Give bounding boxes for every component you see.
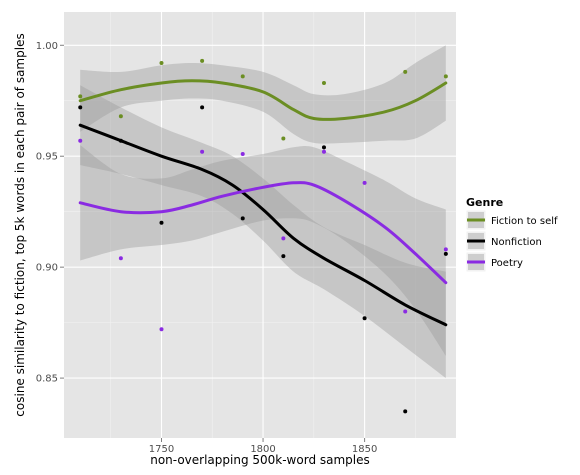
point-fiction-to-self (118, 114, 123, 119)
point-poetry (281, 236, 286, 241)
legend-label-nonfiction: Nonfiction (491, 237, 542, 248)
point-fiction-to-self (443, 74, 448, 79)
point-poetry (118, 256, 123, 261)
point-fiction-to-self (159, 61, 164, 66)
point-poetry (78, 138, 83, 143)
x-tick-label: 1800 (250, 444, 275, 455)
y-tick-label: 0.90 (36, 263, 58, 274)
point-poetry (403, 309, 408, 314)
point-poetry (321, 149, 326, 154)
point-fiction-to-self (200, 58, 205, 63)
line-poetry (78, 181, 448, 285)
point-fiction-to-self (281, 136, 286, 141)
point-nonfiction (78, 105, 83, 110)
legend: Genre Fiction to self Nonfiction Poetry (465, 196, 558, 273)
grid-major (64, 12, 456, 438)
point-nonfiction (362, 316, 367, 321)
point-nonfiction (240, 216, 245, 221)
point-poetry (159, 327, 164, 332)
ribbon-fiction-to-self (80, 45, 446, 144)
point-nonfiction (281, 254, 286, 259)
point-fiction-to-self (321, 81, 326, 85)
legend-label-fiction-to-self: Fiction to self (491, 216, 558, 227)
x-axis-title: non-overlapping 500k-word samples (150, 453, 370, 467)
point-nonfiction (200, 105, 205, 110)
legend-label-poetry: Poetry (491, 258, 523, 269)
y-tick-label: 1.00 (36, 41, 58, 52)
x-tick-label: 1750 (149, 444, 174, 455)
x-tick-label: 1850 (352, 444, 377, 455)
legend-title: Genre (466, 196, 503, 209)
point-fiction-to-self (403, 69, 408, 74)
point-fiction-to-self (240, 74, 245, 79)
line-nonfiction (78, 123, 448, 327)
smooth-lines (78, 79, 448, 327)
point-nonfiction (321, 145, 326, 150)
point-nonfiction (159, 220, 164, 225)
line-fiction-to-self (78, 79, 448, 121)
y-axis-title: cosine similarity to fiction, top 5k wor… (13, 33, 27, 416)
point-fiction-to-self (78, 94, 83, 99)
point-poetry (240, 152, 245, 156)
plot-panel (64, 12, 456, 438)
x-axis-ticks: 1750 1800 1850 (149, 438, 377, 455)
ribbon-poetry (80, 145, 446, 356)
point-nonfiction (443, 251, 448, 256)
y-axis-ticks: 0.85 0.90 0.95 1.00 (36, 41, 64, 385)
point-poetry (443, 247, 448, 252)
point-nonfiction (403, 409, 408, 414)
point-poetry (362, 180, 367, 185)
point-poetry (200, 149, 205, 154)
y-tick-label: 0.95 (36, 152, 58, 163)
y-tick-label: 0.85 (36, 374, 58, 385)
